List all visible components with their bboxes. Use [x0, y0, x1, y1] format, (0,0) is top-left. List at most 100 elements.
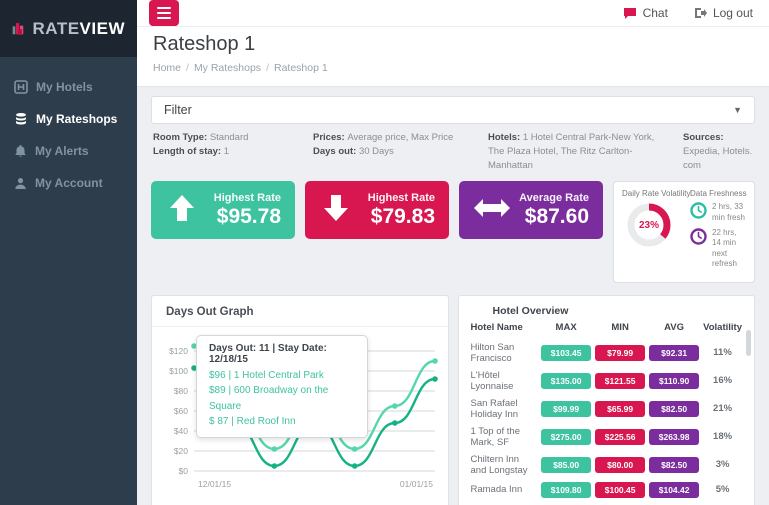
avg-rate-badge: $263.98 — [649, 428, 700, 445]
sidebar-item-my-account[interactable]: My Account — [0, 167, 137, 199]
sidebar-item-label: My Rateshops — [36, 112, 118, 126]
user-icon — [14, 177, 27, 190]
avg-rate-badge: $104.42 — [649, 481, 700, 498]
clock-icon — [690, 228, 707, 245]
sidebar-item-label: My Alerts — [35, 144, 89, 158]
panels-row: Days Out Graph Days Out: 11 | Stay Date:… — [151, 294, 755, 505]
arrow-down-icon — [319, 191, 359, 230]
volatility-value: 3% — [715, 459, 730, 471]
stat-card-value: $95.78 — [216, 204, 281, 228]
volatility-value: 21% — [713, 403, 733, 415]
stat-card-label: Average Rate — [519, 191, 589, 204]
min-rate-badge: $100.45 — [595, 481, 646, 498]
sidebar-item-my-alerts[interactable]: My Alerts — [0, 135, 137, 167]
page-header: Rateshop 1 Home / My Rateshops / Rateshop 1 — [137, 27, 769, 87]
breadcrumb-separator: / — [186, 62, 189, 74]
rateview-logo-icon — [12, 22, 24, 35]
logout-icon — [694, 8, 707, 18]
hotel-name: Chiltern Inn and Longstay — [470, 453, 528, 476]
svg-text:$100: $100 — [169, 366, 188, 376]
svg-text:$60: $60 — [174, 406, 188, 416]
page-title: Rateshop 1 — [153, 33, 256, 55]
sidebar-item-my-hotels[interactable]: My Hotels — [0, 71, 137, 103]
max-rate-badge: $103.45 — [541, 344, 592, 361]
avg-rate-badge: $92.31 — [649, 344, 700, 361]
brand-name: RATEVIEW — [33, 19, 125, 39]
min-rate-badge: $79.99 — [595, 344, 646, 361]
page-content: Filter ▼ Room Type: Standard Length of st… — [137, 87, 769, 505]
sidebar-nav: My Hotels My Rateshops My Alerts My Account — [0, 57, 137, 199]
days-out-graph-title: Days Out Graph — [152, 296, 448, 327]
hotel-row[interactable]: Chiltern Inn and Longstay $85.00 $80.00 $82… — [469, 451, 745, 479]
filter-dropdown[interactable]: Filter ▼ — [151, 96, 755, 124]
chat-label: Chat — [642, 6, 668, 20]
avg-rate-badge: $82.50 — [649, 400, 700, 417]
logout-button[interactable]: Log out — [694, 6, 753, 20]
svg-text:$40: $40 — [174, 426, 188, 436]
avg-rate-badge: $82.50 — [649, 456, 700, 473]
filter-label: Filter — [164, 103, 192, 117]
min-rate-badge: $121.55 — [595, 372, 646, 389]
stat-cards-row: Highest Rate $95.78 Highest Rate $79.83 Aver… — [151, 181, 755, 283]
svg-text:$80: $80 — [174, 386, 188, 396]
volatility-panel: Daily Rate Volatility 23% Data Freshness… — [613, 181, 755, 283]
filter-summary-item: Hotels: 1 Hotel Central Park-New York, T… — [488, 132, 655, 171]
stat-card-label: Highest Rate — [367, 191, 435, 204]
topbar: Chat Log out — [137, 0, 769, 27]
sidebar-item-label: My Account — [35, 176, 103, 190]
hotel-row[interactable]: Hilton New York$325.45$300.00$318.677% — [469, 501, 745, 505]
volatility-value: 7% — [701, 501, 744, 505]
min-rate-badge: $65.99 — [595, 400, 646, 417]
breadcrumb-item[interactable]: My Rateshops — [193, 62, 262, 74]
hotel-name: L'Hôtel Lyonnaise — [470, 369, 514, 392]
breadcrumb-separator: / — [266, 62, 269, 74]
min-rate-badge: $80.00 — [595, 456, 646, 473]
column-header-avg: AVG — [664, 321, 685, 333]
hotel-name: Hilton New York — [469, 501, 540, 505]
bell-icon — [14, 144, 27, 158]
sidebar: RATEVIEW My Hotels My Rateshops My Alerts M… — [0, 0, 137, 505]
hotel-overview-table: Hotel Name MAX MIN AVG Volatility Hilton San… — [469, 319, 745, 505]
volatility-donut-chart: 23% — [626, 202, 672, 248]
freshness-text: 2 hrs, 33 min fresh — [712, 202, 745, 222]
hotel-row[interactable]: Ramada Inn $109.80 $100.45 $104.42 5% — [469, 479, 745, 501]
hotel-row[interactable]: San Rafael Holiday Inn $99.99 $65.99 $82.50… — [469, 395, 745, 423]
max-rate-badge: $99.99 — [541, 400, 592, 417]
breadcrumb-item[interactable]: Home — [153, 62, 182, 74]
chat-button[interactable]: Chat — [623, 6, 668, 20]
freshness-item: 2 hrs, 33 min fresh — [690, 202, 746, 223]
sidebar-item-my-rateshops[interactable]: My Rateshops — [0, 103, 137, 135]
tooltip-line: $96 | 1 Hotel Central Park — [209, 369, 324, 381]
volatility-value: 5% — [715, 484, 730, 496]
freshness-title: Data Freshness — [690, 189, 747, 199]
arrow-up-icon — [165, 191, 205, 230]
chart-tooltip: Days Out: 11 | Stay Date: 12/18/15 $96 |… — [196, 334, 368, 438]
volatility-title: Daily Rate Volatility — [622, 189, 691, 199]
chat-bubble-icon — [623, 7, 636, 19]
freshness-item: 22 hrs, 14 min next refresh — [690, 228, 746, 270]
logout-label: Log out — [712, 6, 753, 20]
brand-name-secondary: VIEW — [79, 18, 125, 38]
max-rate-badge: $275.00 — [541, 428, 592, 445]
scrollbar-thumb[interactable] — [746, 329, 751, 356]
hotel-name: 1 Top of the Mark, SF — [470, 425, 520, 448]
svg-text:12/01/15: 12/01/15 — [198, 479, 231, 489]
brand-logo: RATEVIEW — [0, 0, 137, 57]
menu-toggle-button[interactable] — [149, 0, 179, 26]
line-chart[interactable]: Days Out: 11 | Stay Date: 12/18/15 $96 |… — [152, 327, 448, 500]
hotel-row[interactable]: 1 Top of the Mark, SF $275.00 $225.56 $263.… — [469, 423, 745, 451]
freshness-text: 22 hrs, 14 min next refresh — [712, 228, 737, 269]
svg-text:$20: $20 — [174, 446, 188, 456]
hotel-name: Ramada Inn — [470, 484, 523, 496]
svg-text:01/01/15: 01/01/15 — [400, 479, 433, 489]
min-rate-badge: $225.56 — [595, 428, 646, 445]
hotel-icon — [14, 80, 28, 94]
hotel-name: Hilton San Francisco — [470, 341, 515, 364]
hotel-row[interactable]: L'Hôtel Lyonnaise $135.00 $121.55 $110.90 16… — [469, 367, 745, 395]
svg-text:$0: $0 — [179, 466, 189, 476]
volatility-percent: 23% — [638, 219, 659, 231]
volatility-value: 18% — [713, 431, 733, 443]
tooltip-title: Days Out: 11 | Stay Date: 12/18/15 — [209, 342, 327, 365]
stat-card-highest-rate-1: Highest Rate $79.83 — [305, 181, 449, 240]
hotel-row[interactable]: Hilton San Francisco $103.45 $79.99 $92.31 1… — [469, 339, 745, 367]
